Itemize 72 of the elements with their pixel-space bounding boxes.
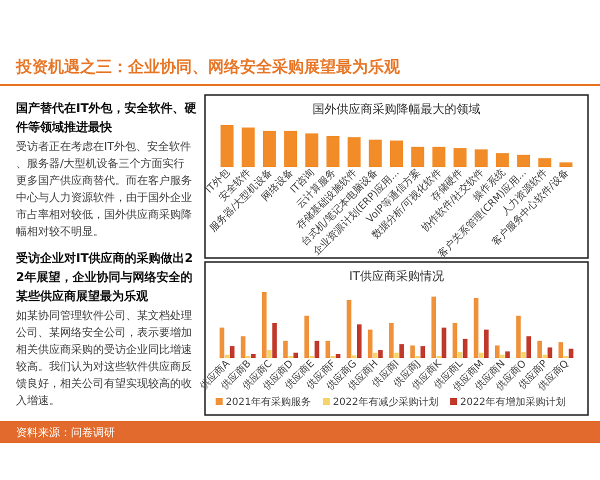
bar [220, 328, 224, 358]
bar [314, 340, 320, 358]
legend-label: 2022年有减少采购计划 [332, 396, 438, 408]
bar [474, 149, 488, 167]
bar [538, 158, 552, 167]
bar [462, 338, 468, 358]
bar [526, 336, 532, 358]
bar [420, 346, 426, 358]
bar [458, 352, 462, 358]
bar [356, 324, 362, 358]
bar [484, 330, 489, 358]
bar [452, 323, 458, 358]
bar [262, 292, 267, 358]
bar [548, 347, 552, 358]
bar [454, 148, 467, 167]
bar [378, 350, 383, 358]
legend-label: 2021年有采购服务 [226, 396, 312, 408]
chart-title: IT供应商采购情况 [349, 269, 444, 283]
bar [326, 136, 340, 167]
bar [220, 125, 234, 167]
bar [348, 137, 361, 167]
bar [230, 346, 234, 358]
bar [283, 340, 288, 358]
bar [516, 316, 521, 358]
text: 如某协同管理软件公司、某文档处理公司、某网络安全公司，表示要增加相关供应商采购的受访企业同比增速较高。我们认为对这些软件供应商反馈良好，相关公司有望实现较高的收入增速。 [15, 309, 192, 407]
bar [558, 342, 564, 358]
bar [542, 354, 548, 358]
bar [352, 355, 356, 358]
bar [272, 323, 277, 358]
bar [496, 153, 509, 167]
bar [559, 162, 572, 167]
text: 投资机遇之三：企业协同、网络安全采购展望最为乐观 [15, 57, 401, 76]
bar [474, 298, 478, 358]
legend-label: 2022年有增加采购计划 [460, 396, 566, 408]
text: 资料来源：问卷调研 [16, 426, 115, 439]
bar [399, 344, 404, 358]
bar [478, 352, 484, 358]
text: 受访者正在考虑在IT外包、安全软件、服务器/大型机设备三个方面实行更多国产供应商替代。而在客户服务中心与人力资源软件，由于国外企业市占率相对较低，国外供应商采购降幅相对较不明显。 [16, 140, 192, 238]
text: 受访企业对IT供应商的采购做出22年展望，企业协同与网络安全的某些供应商展望最为乐观 [15, 251, 193, 303]
bar [284, 130, 298, 167]
bar [262, 130, 276, 167]
bar [304, 316, 309, 358]
bar [368, 330, 372, 358]
bar [326, 340, 330, 358]
bar [505, 351, 510, 358]
bar [368, 140, 382, 167]
bar [394, 352, 399, 358]
bar [224, 354, 230, 358]
bar [346, 300, 352, 358]
bar [517, 154, 530, 167]
bar [431, 296, 436, 358]
bar [390, 140, 403, 167]
bar [432, 146, 446, 167]
bar [568, 348, 574, 358]
bar [251, 354, 256, 358]
text: 国产替代在IT外包，安全软件、硬件等领域推进最快 [15, 101, 197, 134]
bar [521, 352, 526, 358]
bar [305, 133, 318, 167]
bar [293, 352, 298, 358]
bar [389, 323, 394, 358]
chart-title: 国外供应商采购降幅最大的领域 [312, 102, 480, 116]
bar [411, 146, 424, 167]
bar [537, 340, 542, 358]
bar [410, 345, 415, 358]
bar [240, 336, 246, 358]
bar [500, 354, 505, 358]
bar [267, 350, 272, 358]
bar [336, 354, 340, 358]
bar [242, 128, 255, 167]
bar [442, 328, 446, 358]
bar [494, 345, 500, 358]
bar [373, 352, 378, 358]
